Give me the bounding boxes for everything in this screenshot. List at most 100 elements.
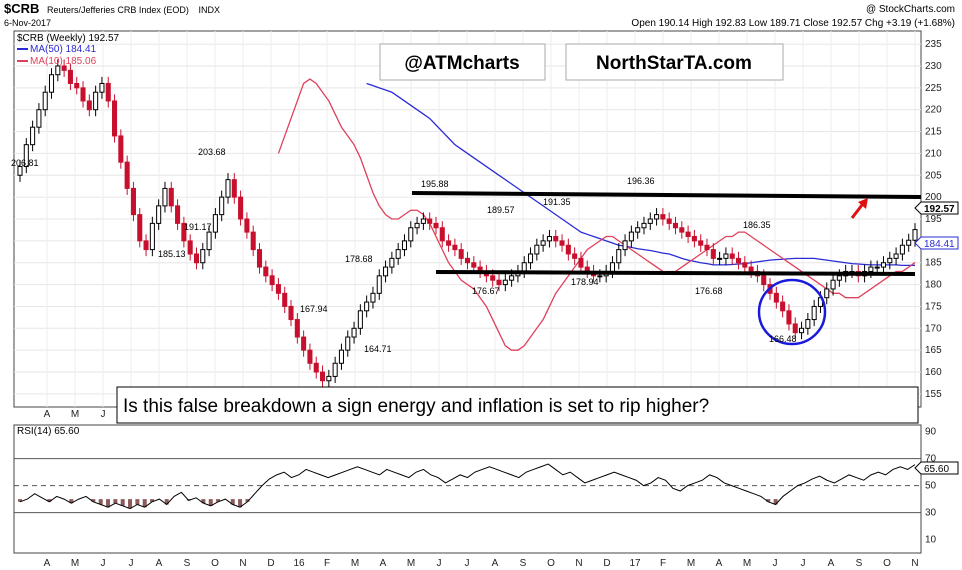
annotation-176-67: 176.67	[472, 286, 500, 296]
candle-body	[206, 231, 212, 251]
rsi-x-tick-label: A	[716, 558, 723, 569]
rsi-panel	[13, 424, 922, 554]
rsi-x-tick-label: A	[44, 558, 51, 569]
rsi-tick-label: 50	[925, 481, 937, 492]
rsi-x-tick-label: J	[801, 558, 806, 569]
candle-body	[912, 229, 918, 241]
price-legend: $CRB (Weekly) 192.57 MA(50) 184.41 MA(10…	[17, 33, 120, 67]
candle-body	[225, 179, 231, 198]
rsi-x-tick-label: M	[351, 558, 359, 569]
y-tick-label: 235	[925, 39, 942, 50]
rsi-x-tick-label: J	[129, 558, 134, 569]
candle-body	[269, 275, 275, 286]
rsi-x-tick-label: A	[828, 558, 835, 569]
candle-body	[36, 109, 42, 128]
y-tick-label: 185	[925, 258, 942, 269]
candle-body	[48, 74, 55, 93]
rsi-x-tick-label: A	[156, 558, 163, 569]
candle-body	[654, 214, 660, 220]
candle-body	[42, 91, 48, 111]
candle-body	[282, 292, 288, 307]
ma-badge: 184.41	[914, 236, 959, 250]
candle-body	[30, 126, 36, 146]
candle-body	[55, 65, 61, 76]
candle-body	[446, 240, 452, 246]
y-tick-label: 165	[925, 345, 942, 356]
candle-body	[792, 323, 798, 334]
candle-body	[597, 275, 603, 278]
candle-body	[672, 222, 679, 229]
candle-body	[761, 275, 767, 286]
candle-body	[748, 266, 754, 272]
candle-body	[609, 262, 615, 272]
candle-body	[143, 240, 149, 251]
watermark-northstarta: NorthStarTA.com	[565, 43, 784, 81]
rsi-line	[19, 463, 916, 510]
candle-body	[395, 249, 401, 259]
x-tick-label: A	[44, 409, 51, 420]
candle-body	[641, 222, 647, 229]
support-line	[435, 270, 916, 276]
candle-body	[786, 310, 792, 325]
price-y-axis: 1551601651701751801851901952002052102152…	[925, 39, 942, 400]
candle-body	[502, 279, 508, 286]
candle-body	[729, 253, 735, 259]
candle-body	[320, 371, 326, 382]
y-tick-label: 160	[925, 367, 942, 378]
candle-body	[193, 253, 200, 264]
candle-body	[578, 257, 584, 268]
candle-body	[61, 65, 67, 71]
candle-body	[351, 327, 357, 338]
candle-body	[112, 100, 118, 137]
annotation-196-36: 196.36	[627, 176, 655, 186]
candle-body	[811, 305, 817, 321]
ma10-line	[277, 78, 916, 351]
breakdown-circle	[757, 278, 827, 346]
svg-text:65.60: 65.60	[924, 464, 949, 475]
candle-body	[521, 262, 527, 272]
rsi-oversold-fill	[18, 499, 778, 509]
candle-body	[307, 349, 313, 364]
candle-body	[414, 222, 420, 229]
candle-body	[471, 262, 477, 268]
candle-body	[546, 235, 552, 242]
candle-body	[93, 91, 99, 111]
candle-body	[824, 288, 830, 299]
annotation-178-94: 178.94	[571, 277, 599, 287]
candle-body	[238, 196, 244, 220]
candle-body	[263, 266, 269, 277]
header-date: 6-Nov-2017	[4, 18, 51, 28]
candle-body	[553, 235, 559, 242]
candle-body	[893, 253, 899, 259]
y-tick-label: 205	[925, 170, 942, 181]
candle-body	[288, 305, 294, 321]
annotation-191-35: 191.35	[543, 197, 571, 207]
price-grid	[14, 31, 921, 407]
annotation-178-68: 178.68	[345, 254, 373, 264]
candle-body	[880, 262, 887, 268]
candle-body	[660, 214, 666, 220]
svg-text:192.57: 192.57	[924, 204, 955, 215]
copyright: @ StockCharts.com	[866, 4, 955, 15]
y-tick-label: 200	[925, 192, 942, 203]
candle-body	[805, 319, 811, 329]
annotation-185-13: 185.13	[158, 249, 186, 259]
candle-body	[301, 336, 307, 351]
candle-body	[685, 231, 691, 237]
y-tick-label: 220	[925, 105, 942, 116]
y-tick-label: 195	[925, 214, 942, 225]
candle-body	[250, 231, 256, 251]
rsi-x-tick-label: S	[184, 558, 191, 569]
caption-text: Is this false breakdown a sign energy an…	[123, 396, 709, 417]
candle-body	[219, 196, 225, 216]
y-tick-label: 170	[925, 323, 942, 334]
candle-body	[452, 244, 458, 251]
candle-body	[313, 362, 319, 373]
annotation-167-94: 167.94	[300, 304, 328, 314]
candle-body	[162, 187, 168, 207]
candle-body	[187, 240, 193, 255]
up-arrow-icon	[850, 198, 868, 219]
candle-body	[635, 227, 641, 233]
candle-body	[704, 244, 710, 251]
candle-body	[572, 253, 578, 259]
